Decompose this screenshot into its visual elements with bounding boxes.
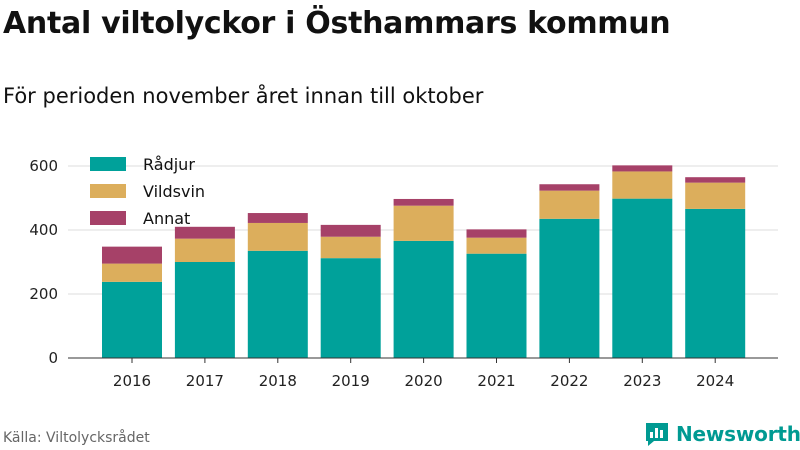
bar-segment-rådjur bbox=[612, 198, 673, 358]
axes: 0 200 400 600 2016 2017 2018 2019 2020 2021 2022 20… bbox=[29, 157, 778, 390]
chart-title: Antal viltolyckor i Östhammars kommun bbox=[3, 6, 671, 41]
legend-swatch bbox=[90, 211, 126, 225]
bar-segment-vildsvin bbox=[466, 237, 527, 254]
bar-segment-annat bbox=[685, 177, 746, 183]
brand-logo[interactable]: Newsworthy bbox=[644, 420, 800, 448]
bar-segment-annat bbox=[102, 246, 162, 264]
bar-segment-annat bbox=[612, 165, 673, 172]
legend-label: Rådjur bbox=[143, 155, 195, 174]
y-tick-label: 400 bbox=[29, 221, 58, 239]
x-tick-label: 2017 bbox=[186, 372, 224, 390]
bar-segment-rådjur bbox=[320, 258, 381, 358]
x-tick-label: 2024 bbox=[696, 372, 734, 390]
legend-label: Annat bbox=[143, 209, 190, 228]
bar-segment-annat bbox=[247, 213, 308, 223]
bar-segment-rådjur bbox=[539, 218, 600, 358]
x-tick-label: 2023 bbox=[623, 372, 661, 390]
bar-segment-rådjur bbox=[393, 240, 454, 358]
brand-name: Newsworthy bbox=[676, 422, 800, 446]
legend-label: Vildsvin bbox=[143, 182, 205, 201]
chart-subtitle: För perioden november året innan till ok… bbox=[3, 84, 484, 108]
bar-segment-annat bbox=[320, 224, 381, 237]
y-tick-label: 0 bbox=[48, 349, 58, 367]
y-tick-label: 200 bbox=[29, 285, 58, 303]
bar-segment-vildsvin bbox=[102, 263, 162, 282]
bar-segment-vildsvin bbox=[612, 171, 673, 199]
bar-segment-rådjur bbox=[174, 262, 235, 358]
x-tick-label: 2018 bbox=[259, 372, 297, 390]
legend-swatch bbox=[90, 184, 126, 198]
bar-segment-rådjur bbox=[102, 281, 162, 358]
bar-segment-annat bbox=[539, 184, 600, 191]
x-tick-label: 2019 bbox=[332, 372, 370, 390]
bar-chart-logo-icon bbox=[646, 423, 668, 446]
bar-segment-rådjur bbox=[466, 253, 527, 358]
bar-segment-annat bbox=[466, 229, 527, 238]
x-tick-label: 2020 bbox=[405, 372, 443, 390]
bar-segment-vildsvin bbox=[320, 236, 381, 259]
x-tick-label: 2021 bbox=[477, 372, 515, 390]
bar-segment-rådjur bbox=[247, 250, 308, 358]
bar-segment-vildsvin bbox=[539, 190, 600, 219]
bar-segment-vildsvin bbox=[685, 182, 746, 209]
bar-segment-vildsvin bbox=[393, 205, 454, 241]
bar-segment-annat bbox=[393, 198, 454, 206]
x-tick-label: 2022 bbox=[550, 372, 588, 390]
source-note: Källa: Viltolycksrådet bbox=[3, 430, 150, 446]
bar-segment-vildsvin bbox=[174, 238, 235, 262]
bar-segment-annat bbox=[174, 226, 235, 239]
y-tick-label: 600 bbox=[29, 157, 58, 175]
bar-segment-vildsvin bbox=[247, 222, 308, 251]
bars bbox=[102, 165, 746, 358]
legend: Rådjur Vildsvin Annat bbox=[90, 155, 205, 228]
bar-segment-rådjur bbox=[685, 208, 746, 358]
x-tick-label: 2016 bbox=[113, 372, 151, 390]
legend-swatch bbox=[90, 157, 126, 171]
